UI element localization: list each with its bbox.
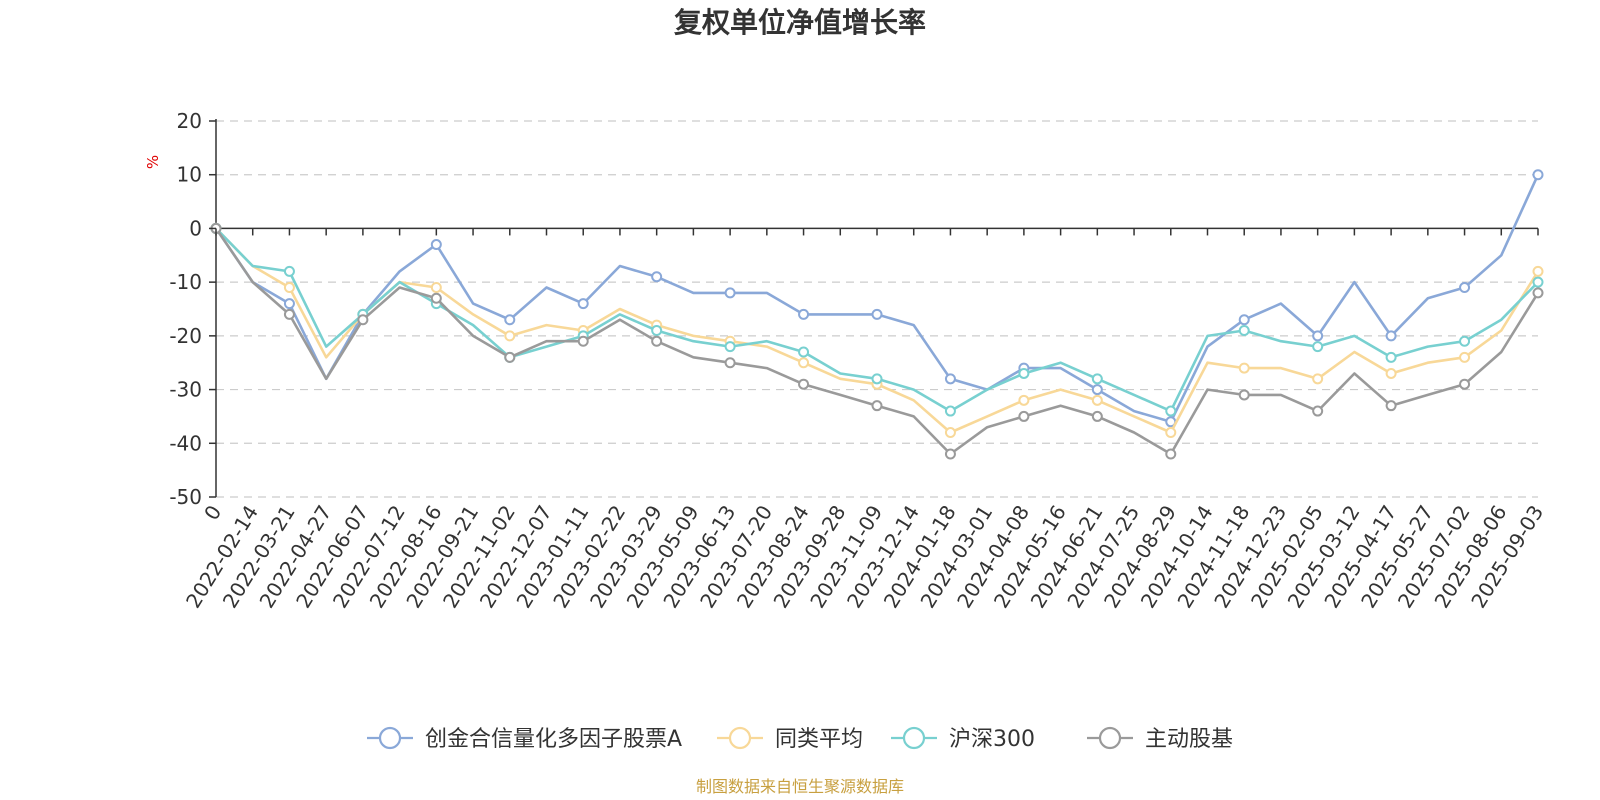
y-tick-label: -30 bbox=[169, 378, 202, 402]
data-point bbox=[798, 308, 810, 320]
data-point bbox=[430, 292, 442, 304]
legend-item[interactable]: 沪深300 bbox=[891, 726, 1035, 752]
data-point bbox=[1238, 324, 1250, 336]
x-tick-label: 0 bbox=[199, 501, 226, 525]
chart-title: 复权单位净值增长率 bbox=[674, 6, 926, 39]
data-point bbox=[798, 378, 810, 390]
data-point bbox=[1459, 282, 1471, 294]
data-point bbox=[283, 308, 295, 320]
data-point bbox=[1091, 410, 1103, 422]
data-point bbox=[283, 265, 295, 277]
source-note: 制图数据来自恒生聚源数据库 bbox=[696, 777, 904, 796]
legend-item[interactable]: 主动股基 bbox=[1087, 726, 1233, 752]
data-point bbox=[430, 239, 442, 251]
y-axis-ticks: 20 10 0 -10 -20 -30 -40 -50 bbox=[169, 109, 216, 509]
legend-label: 创金合信量化多因子股票A bbox=[425, 727, 682, 752]
data-point bbox=[1238, 389, 1250, 401]
data-point bbox=[1018, 410, 1030, 422]
data-point bbox=[1091, 373, 1103, 385]
data-point bbox=[1385, 367, 1397, 379]
data-point bbox=[1312, 405, 1324, 417]
data-point bbox=[871, 308, 883, 320]
data-point bbox=[1312, 341, 1324, 353]
y-tick-label: -20 bbox=[169, 324, 202, 348]
data-point bbox=[651, 335, 663, 347]
data-point bbox=[944, 448, 956, 460]
legend-marker bbox=[728, 726, 752, 750]
series-3 bbox=[210, 222, 1544, 460]
data-point bbox=[283, 298, 295, 310]
data-point bbox=[1091, 394, 1103, 406]
data-point bbox=[504, 330, 516, 342]
data-point bbox=[1165, 448, 1177, 460]
data-point bbox=[1532, 169, 1544, 181]
data-point bbox=[1238, 362, 1250, 374]
y-tick-label: 0 bbox=[189, 216, 202, 240]
data-point bbox=[944, 373, 956, 385]
y-tick-label: 10 bbox=[177, 163, 202, 187]
data-point bbox=[1165, 405, 1177, 417]
data-point bbox=[1459, 351, 1471, 363]
data-point bbox=[1532, 276, 1544, 288]
data-point bbox=[283, 282, 295, 294]
data-point bbox=[651, 271, 663, 283]
y-axis-label: % bbox=[144, 155, 162, 169]
y-tick-label: -50 bbox=[169, 485, 202, 509]
data-point bbox=[504, 314, 516, 326]
data-point bbox=[357, 314, 369, 326]
legend-marker bbox=[1098, 726, 1122, 750]
data-point bbox=[1385, 330, 1397, 342]
data-point bbox=[651, 324, 663, 336]
y-tick-label: -10 bbox=[169, 270, 202, 294]
legend-label: 同类平均 bbox=[775, 727, 863, 752]
series-lines bbox=[210, 169, 1544, 460]
axes bbox=[215, 119, 1538, 497]
data-point bbox=[724, 341, 736, 353]
data-point bbox=[944, 405, 956, 417]
data-point bbox=[1459, 335, 1471, 347]
data-point bbox=[1091, 384, 1103, 396]
legend-label: 主动股基 bbox=[1145, 727, 1233, 752]
legend-item[interactable]: 创金合信量化多因子股票A bbox=[367, 726, 682, 752]
data-point bbox=[1018, 367, 1030, 379]
data-point bbox=[798, 357, 810, 369]
x-axis-ticks: 02022-02-142022-03-212022-04-272022-06-0… bbox=[181, 228, 1548, 612]
data-point bbox=[871, 400, 883, 412]
y-tick-label: 20 bbox=[177, 109, 202, 133]
data-point bbox=[1238, 314, 1250, 326]
data-point bbox=[1459, 378, 1471, 390]
data-point bbox=[1312, 373, 1324, 385]
data-point bbox=[430, 282, 442, 294]
data-point bbox=[1385, 351, 1397, 363]
data-point bbox=[1312, 330, 1324, 342]
data-point bbox=[871, 373, 883, 385]
data-point bbox=[577, 298, 589, 310]
data-point bbox=[798, 346, 810, 358]
data-point bbox=[724, 287, 736, 299]
data-point bbox=[724, 357, 736, 369]
data-point bbox=[1532, 287, 1544, 299]
y-tick-label: -40 bbox=[169, 431, 202, 455]
legend-marker bbox=[378, 726, 402, 750]
data-point bbox=[504, 351, 516, 363]
data-point bbox=[1532, 265, 1544, 277]
data-point bbox=[577, 335, 589, 347]
legend-marker bbox=[902, 726, 926, 750]
data-point bbox=[944, 427, 956, 439]
data-point bbox=[1165, 427, 1177, 439]
data-point bbox=[1018, 394, 1030, 406]
legend-label: 沪深300 bbox=[949, 727, 1035, 752]
legend: 创金合信量化多因子股票A 同类平均 沪深300 主动股基 bbox=[367, 726, 1233, 752]
legend-item[interactable]: 同类平均 bbox=[717, 726, 863, 752]
data-point bbox=[1385, 400, 1397, 412]
